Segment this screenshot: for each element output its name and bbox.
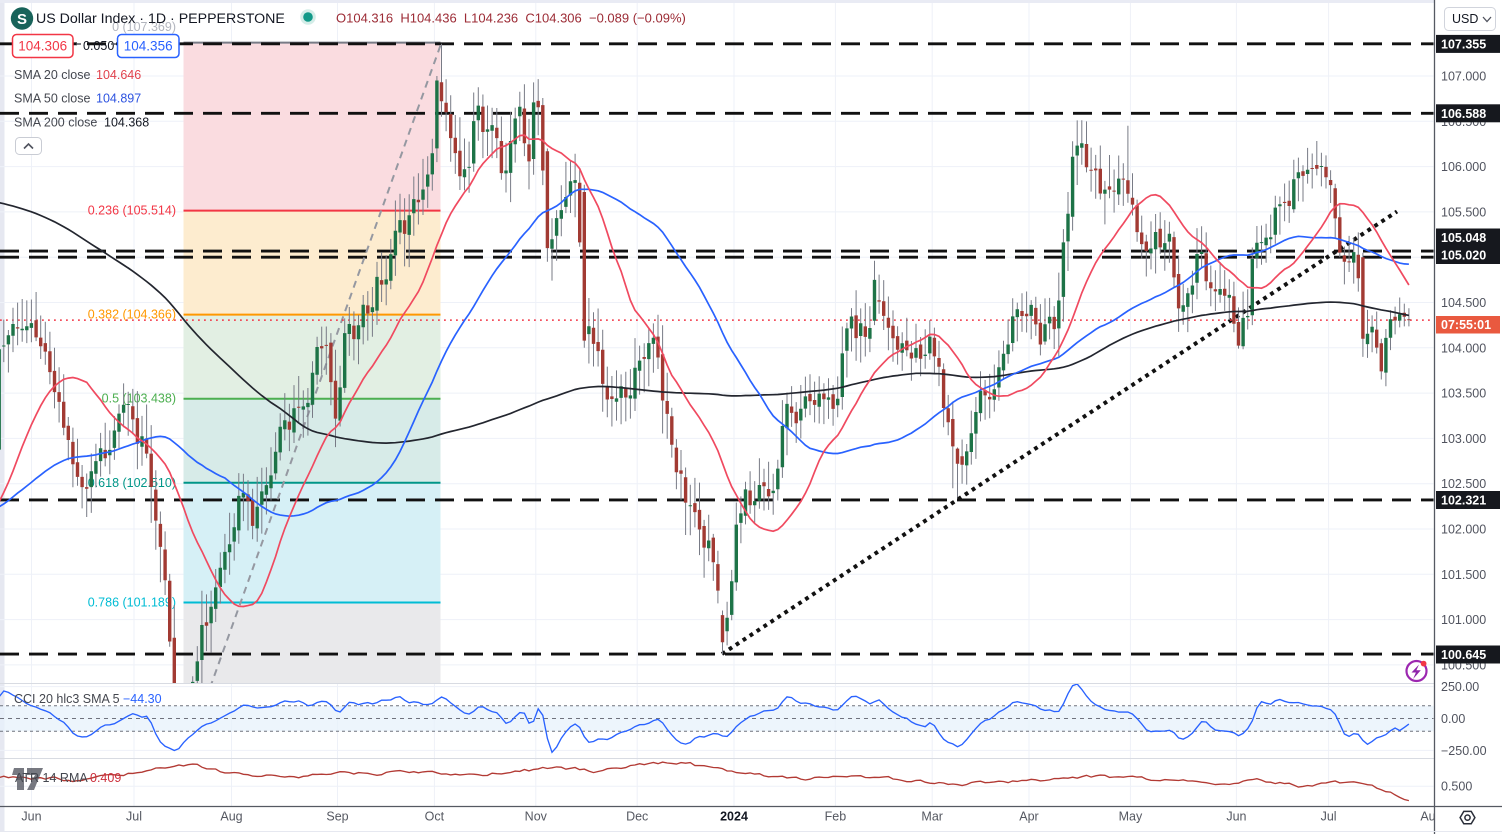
svg-text:102.000: 102.000: [1441, 523, 1486, 537]
svg-text:104.306: 104.306: [18, 39, 67, 54]
svg-text:S: S: [17, 11, 27, 28]
svg-text:0.786 (101.189): 0.786 (101.189): [88, 596, 176, 610]
svg-text:Au: Au: [1420, 810, 1435, 824]
svg-text:Nov: Nov: [525, 810, 548, 824]
svg-text:May: May: [1119, 810, 1143, 824]
svg-text:−250.00: −250.00: [1441, 744, 1487, 758]
svg-text:102.500: 102.500: [1441, 477, 1486, 491]
svg-text:106.000: 106.000: [1441, 160, 1486, 174]
svg-text:104.368: 104.368: [104, 116, 149, 130]
svg-text:107.000: 107.000: [1441, 70, 1486, 84]
svg-text:Dec: Dec: [626, 810, 648, 824]
svg-text:Jun: Jun: [21, 810, 41, 824]
svg-text:106.588: 106.588: [1441, 107, 1486, 121]
svg-text:0.236 (105.514): 0.236 (105.514): [88, 204, 176, 218]
svg-text:0.409: 0.409: [90, 771, 121, 785]
svg-text:SMA 200 close: SMA 200 close: [14, 116, 97, 130]
svg-text:Jul: Jul: [1321, 810, 1337, 824]
svg-text:105.048: 105.048: [1441, 231, 1486, 245]
svg-text:Oct: Oct: [425, 810, 445, 824]
svg-text:0.618 (102.510): 0.618 (102.510): [88, 476, 176, 490]
svg-text:Sep: Sep: [326, 810, 348, 824]
svg-text:Jul: Jul: [126, 810, 142, 824]
svg-text:US Dollar Index · 1D · PEPPERS: US Dollar Index · 1D · PEPPERSTONE: [36, 11, 285, 27]
svg-text:SMA 20 close: SMA 20 close: [14, 68, 90, 82]
svg-text:104.356: 104.356: [124, 39, 173, 54]
svg-text:Aug: Aug: [220, 810, 242, 824]
svg-text:107.355: 107.355: [1441, 37, 1486, 51]
svg-text:CCI 20 hlc3 SMA 5: CCI 20 hlc3 SMA 5: [14, 692, 120, 706]
svg-text:0.00: 0.00: [1441, 712, 1465, 726]
svg-text:ATR 14 RMA: ATR 14 RMA: [15, 771, 88, 785]
svg-text:Mar: Mar: [921, 810, 943, 824]
svg-text:101.500: 101.500: [1441, 568, 1486, 582]
svg-text:0.5 (103.438): 0.5 (103.438): [102, 392, 176, 406]
svg-text:SMA 50 close: SMA 50 close: [14, 92, 90, 106]
svg-text:250.00: 250.00: [1441, 680, 1479, 694]
svg-text:103.000: 103.000: [1441, 432, 1486, 446]
svg-text:105.500: 105.500: [1441, 205, 1486, 219]
svg-text:0.500: 0.500: [1441, 780, 1472, 794]
svg-text:0.050: 0.050: [83, 39, 114, 53]
svg-text:100.645: 100.645: [1441, 648, 1486, 662]
svg-text:Apr: Apr: [1019, 810, 1038, 824]
svg-text:O104.316 H104.436 L104.236: O104.316 H104.436 L104.236 C104.306 −0.0…: [336, 11, 686, 26]
svg-text:104.500: 104.500: [1441, 296, 1486, 310]
svg-text:103.500: 103.500: [1441, 387, 1486, 401]
svg-text:105.020: 105.020: [1441, 249, 1486, 263]
svg-text:−44.30: −44.30: [123, 692, 162, 706]
svg-text:104.000: 104.000: [1441, 341, 1486, 355]
svg-text:101.000: 101.000: [1441, 613, 1486, 627]
svg-text:USD: USD: [1452, 12, 1478, 26]
svg-text:2024: 2024: [720, 810, 748, 824]
svg-text:104.897: 104.897: [96, 92, 141, 106]
svg-text:07:55:01: 07:55:01: [1441, 318, 1491, 332]
svg-text:102.321: 102.321: [1441, 494, 1486, 508]
svg-text:Feb: Feb: [825, 810, 847, 824]
svg-text:104.646: 104.646: [96, 68, 141, 82]
svg-text:Jun: Jun: [1226, 810, 1246, 824]
